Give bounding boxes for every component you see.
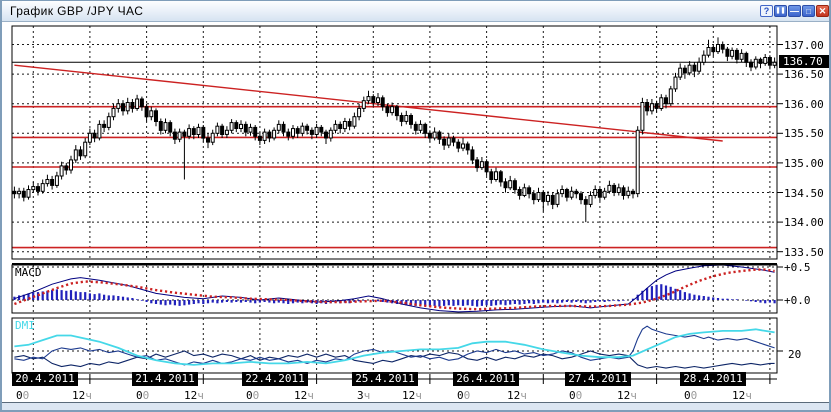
maximize-button[interactable]: □	[802, 5, 815, 17]
minimize-button[interactable]: —	[788, 5, 801, 17]
window-bottom-frame	[2, 402, 829, 412]
help-button[interactable]: ?	[760, 5, 773, 17]
collapse-button[interactable]: ❚❚	[774, 5, 787, 17]
window-title: График GBP /JPY ЧАС	[10, 4, 144, 18]
close-button[interactable]: ✕	[816, 5, 829, 17]
title-bar[interactable]: График GBP /JPY ЧАС ? ❚❚ — □ ✕	[2, 1, 829, 22]
